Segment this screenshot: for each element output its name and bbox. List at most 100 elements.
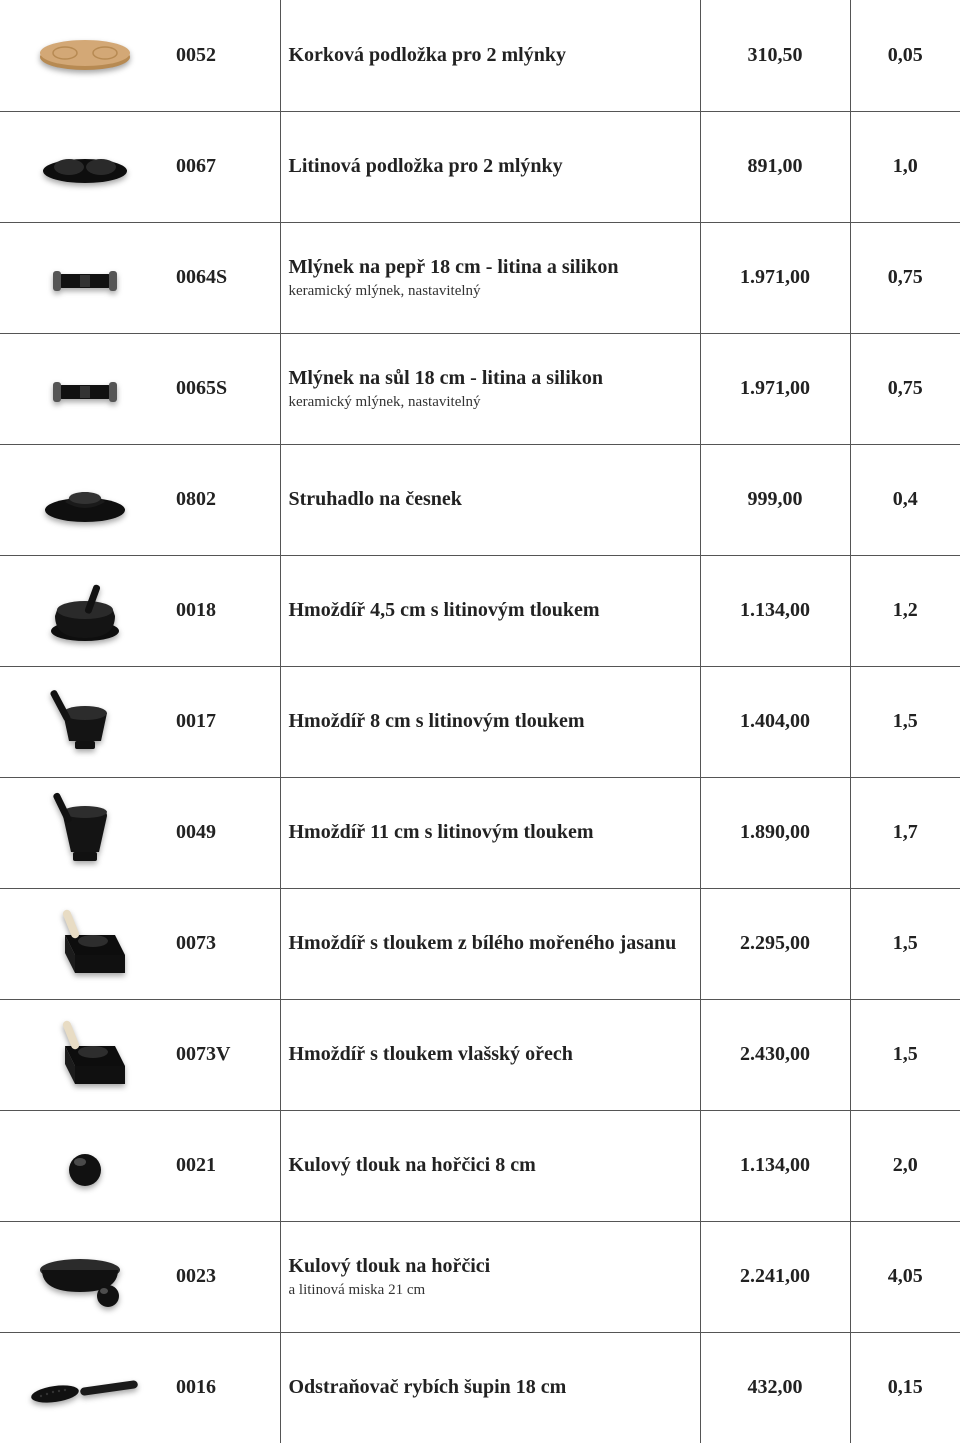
product-desc-main: Hmoždíř 11 cm s litinovým tloukem bbox=[289, 821, 594, 843]
product-image-cell bbox=[0, 666, 170, 777]
product-price: 891,00 bbox=[700, 111, 850, 222]
product-price: 2.295,00 bbox=[700, 888, 850, 999]
product-code: 0021 bbox=[170, 1110, 280, 1221]
garlic-grater-icon bbox=[25, 460, 145, 540]
product-weight: 1,5 bbox=[850, 999, 960, 1110]
product-code: 0064S bbox=[170, 222, 280, 333]
product-weight: 0,4 bbox=[850, 444, 960, 555]
product-desc-main: Kulový tlouk na hořčici 8 cm bbox=[289, 1154, 536, 1176]
product-price: 1.404,00 bbox=[700, 666, 850, 777]
product-desc-main: Mlýnek na sůl 18 cm - litina a silikon bbox=[289, 367, 604, 389]
box-mortar-walnut-icon bbox=[25, 1013, 145, 1093]
product-price: 1.134,00 bbox=[700, 1110, 850, 1221]
product-desc: Litinová podložka pro 2 mlýnky bbox=[280, 111, 700, 222]
product-weight: 0,75 bbox=[850, 222, 960, 333]
product-desc: Kulový tlouk na hořčici a litinová miska… bbox=[280, 1221, 700, 1332]
product-image-cell bbox=[0, 333, 170, 444]
product-code: 0017 bbox=[170, 666, 280, 777]
table-row: 0064S Mlýnek na pepř 18 cm - litina a si… bbox=[0, 222, 960, 333]
product-weight: 0,05 bbox=[850, 0, 960, 111]
product-price: 2.430,00 bbox=[700, 999, 850, 1110]
product-code: 0016 bbox=[170, 1332, 280, 1443]
product-desc-main: Kulový tlouk na hořčici bbox=[289, 1255, 491, 1277]
product-image-cell bbox=[0, 999, 170, 1110]
product-weight: 1,5 bbox=[850, 888, 960, 999]
product-price: 432,00 bbox=[700, 1332, 850, 1443]
product-image-cell bbox=[0, 0, 170, 111]
product-desc: Hmoždíř 8 cm s litinovým tloukem bbox=[280, 666, 700, 777]
product-weight: 0,15 bbox=[850, 1332, 960, 1443]
product-desc-main: Hmoždíř s tloukem vlašský ořech bbox=[289, 1043, 573, 1065]
cork-base-icon bbox=[25, 15, 145, 95]
table-row: 0073V Hmoždíř s tloukem vlašský ořech 2.… bbox=[0, 999, 960, 1110]
table-row: 0016 Odstraňovač rybích šupin 18 cm 432,… bbox=[0, 1332, 960, 1443]
table-row: 0067 Litinová podložka pro 2 mlýnky 891,… bbox=[0, 111, 960, 222]
product-price: 1.971,00 bbox=[700, 333, 850, 444]
product-code: 0067 bbox=[170, 111, 280, 222]
cast-iron-tray-icon bbox=[25, 127, 145, 207]
product-image-cell bbox=[0, 777, 170, 888]
product-code: 0023 bbox=[170, 1221, 280, 1332]
product-desc-main: Struhadlo na česnek bbox=[289, 488, 462, 510]
table-row: 0052 Korková podložka pro 2 mlýnky 310,5… bbox=[0, 0, 960, 111]
product-image-cell bbox=[0, 1110, 170, 1221]
product-image-cell bbox=[0, 555, 170, 666]
table-row: 0023 Kulový tlouk na hořčici a litinová … bbox=[0, 1221, 960, 1332]
product-code: 0049 bbox=[170, 777, 280, 888]
product-desc: Odstraňovač rybích šupin 18 cm bbox=[280, 1332, 700, 1443]
product-desc: Mlýnek na pepř 18 cm - litina a silikon … bbox=[280, 222, 700, 333]
product-code: 0052 bbox=[170, 0, 280, 111]
table-row: 0065S Mlýnek na sůl 18 cm - litina a sil… bbox=[0, 333, 960, 444]
salt-mill-icon bbox=[25, 349, 145, 429]
product-desc-main: Hmoždíř 4,5 cm s litinovým tloukem bbox=[289, 599, 600, 621]
product-code: 0018 bbox=[170, 555, 280, 666]
product-weight: 4,05 bbox=[850, 1221, 960, 1332]
box-mortar-ash-icon bbox=[25, 902, 145, 982]
product-desc: Mlýnek na sůl 18 cm - litina a silikon k… bbox=[280, 333, 700, 444]
product-image-cell bbox=[0, 222, 170, 333]
product-desc-sub: a litinová miska 21 cm bbox=[289, 1281, 680, 1300]
product-desc-main: Korková podložka pro 2 mlýnky bbox=[289, 44, 566, 66]
product-image-cell bbox=[0, 888, 170, 999]
mortar-cup-icon bbox=[25, 680, 145, 760]
fish-scaler-icon bbox=[25, 1348, 145, 1428]
product-desc-sub: keramický mlýnek, nastavitelný bbox=[289, 393, 680, 412]
product-desc-sub: keramický mlýnek, nastavitelný bbox=[289, 282, 680, 301]
mortar-small-icon bbox=[25, 571, 145, 651]
product-image-cell bbox=[0, 111, 170, 222]
product-desc: Struhadlo na česnek bbox=[280, 444, 700, 555]
product-weight: 2,0 bbox=[850, 1110, 960, 1221]
product-desc-main: Mlýnek na pepř 18 cm - litina a silikon bbox=[289, 256, 619, 278]
product-code: 0065S bbox=[170, 333, 280, 444]
product-desc: Hmoždíř 4,5 cm s litinovým tloukem bbox=[280, 555, 700, 666]
product-weight: 1,2 bbox=[850, 555, 960, 666]
product-image-cell bbox=[0, 1332, 170, 1443]
bowl-and-ball-icon bbox=[25, 1237, 145, 1317]
product-desc: Kulový tlouk na hořčici 8 cm bbox=[280, 1110, 700, 1221]
product-desc-main: Hmoždíř 8 cm s litinovým tloukem bbox=[289, 710, 585, 732]
table-row: 0018 Hmoždíř 4,5 cm s litinovým tloukem … bbox=[0, 555, 960, 666]
product-desc: Hmoždíř 11 cm s litinovým tloukem bbox=[280, 777, 700, 888]
product-desc-main: Litinová podložka pro 2 mlýnky bbox=[289, 155, 563, 177]
product-weight: 0,75 bbox=[850, 333, 960, 444]
product-desc: Hmoždíř s tloukem z bílého mořeného jasa… bbox=[280, 888, 700, 999]
table-row: 0021 Kulový tlouk na hořčici 8 cm 1.134,… bbox=[0, 1110, 960, 1221]
product-weight: 1,5 bbox=[850, 666, 960, 777]
table-row: 0017 Hmoždíř 8 cm s litinovým tloukem 1.… bbox=[0, 666, 960, 777]
table-row: 0802 Struhadlo na česnek 999,00 0,4 bbox=[0, 444, 960, 555]
product-code: 0073 bbox=[170, 888, 280, 999]
product-price: 999,00 bbox=[700, 444, 850, 555]
product-desc-main: Odstraňovač rybích šupin 18 cm bbox=[289, 1376, 567, 1398]
product-image-cell bbox=[0, 1221, 170, 1332]
pepper-mill-icon bbox=[25, 238, 145, 318]
product-price: 1.890,00 bbox=[700, 777, 850, 888]
product-price: 310,50 bbox=[700, 0, 850, 111]
product-code: 0802 bbox=[170, 444, 280, 555]
product-table: 0052 Korková podložka pro 2 mlýnky 310,5… bbox=[0, 0, 960, 1443]
product-price: 1.134,00 bbox=[700, 555, 850, 666]
product-price: 2.241,00 bbox=[700, 1221, 850, 1332]
product-code: 0073V bbox=[170, 999, 280, 1110]
ball-pestle-icon bbox=[25, 1126, 145, 1206]
product-desc-main: Hmoždíř s tloukem z bílého mořeného jasa… bbox=[289, 932, 677, 954]
table-row: 0073 Hmoždíř s tloukem z bílého mořeného… bbox=[0, 888, 960, 999]
